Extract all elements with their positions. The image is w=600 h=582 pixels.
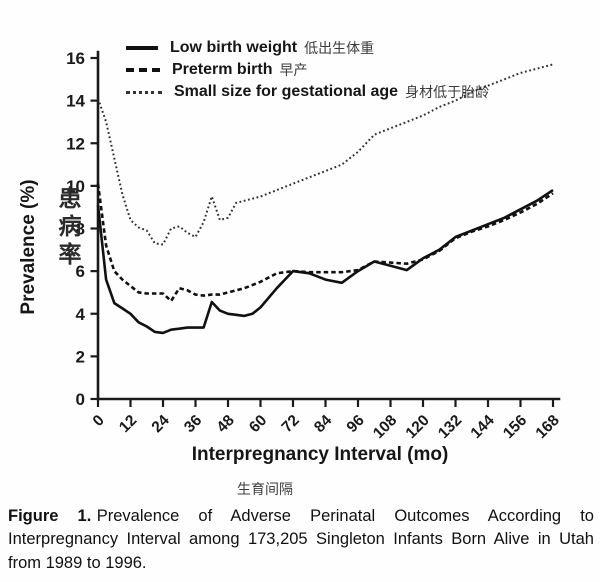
x-tick-label: 156: [500, 412, 531, 443]
x-tick-label: 144: [468, 412, 499, 443]
chart-area: 0 2 4 6 8 10 12 14 16 0 12 24 36 48 60 72 84 96 108 120 132 1…: [18, 37, 564, 498]
y-tick-label: 12: [66, 134, 85, 153]
solid-line-swatch-icon: [126, 46, 158, 50]
y-tick-label: 10: [66, 177, 85, 196]
legend-label-chinese: 早产: [279, 64, 308, 79]
x-axis-label: Interpregnancy Interval (mo): [191, 444, 449, 465]
x-tick-label: 168: [533, 412, 564, 443]
axes: [96, 50, 561, 401]
x-tick-label: 120: [403, 412, 433, 442]
legend-item-low-birth-weight: Low birth weight 低出生体重: [126, 37, 489, 59]
x-tick-label: 72: [279, 412, 303, 436]
y-tick-label: 8: [76, 220, 85, 239]
x-tick-label: 36: [181, 412, 205, 436]
legend-item-preterm-birth: Preterm birth 早产: [126, 59, 489, 81]
x-tick-label: 0: [90, 412, 108, 430]
y-tick-label: 16: [66, 49, 85, 68]
dotted-line-swatch-icon: [126, 90, 162, 94]
x-tick-label: 132: [435, 412, 465, 442]
figure-caption-number: Figure 1.: [8, 507, 92, 525]
y-tick-label: 14: [66, 92, 85, 111]
series-line-small-size-for-gestational-age: [97, 63, 554, 246]
x-tick-label: 84: [311, 412, 335, 436]
figure-caption-text: Prevalence of Adverse Perinatal Outcomes…: [8, 507, 594, 572]
x-tick-label: 48: [214, 412, 238, 436]
y-axis-label-chinese: 患病率: [55, 186, 80, 270]
x-tick-label: 108: [370, 412, 401, 443]
x-axis-label-chinese: 生育间隔: [237, 483, 293, 498]
x-tick-label: 60: [246, 412, 270, 436]
x-tick-label: 12: [116, 412, 140, 436]
legend-label: Preterm birth: [172, 61, 273, 78]
legend: Low birth weight 低出生体重 Preterm birth 早产 …: [126, 37, 489, 103]
legend-label: Low birth weight: [170, 39, 298, 56]
figure-caption: Figure 1. Prevalence of Adverse Perinatal…: [8, 505, 594, 575]
legend-label: Small size for gestational age: [174, 83, 399, 100]
x-tick-label: 96: [344, 412, 368, 436]
y-tick-label: 2: [76, 347, 85, 366]
y-tick-label: 0: [76, 390, 85, 409]
series-line-preterm-birth: [96, 183, 554, 303]
legend-label-chinese: 低出生体重: [304, 42, 375, 57]
y-tick-label: 4: [76, 305, 86, 324]
dashed-line-swatch-icon: [126, 68, 160, 72]
legend-label-chinese: 身材低于胎龄: [405, 86, 490, 101]
y-tick-label: 6: [76, 262, 85, 281]
series-line-low-birth-weight: [96, 189, 554, 335]
legend-item-small-for-gestational-age: Small size for gestational age 身材低于胎龄: [126, 81, 489, 103]
x-tick-label: 24: [149, 412, 173, 436]
y-axis-label: Prevalence (%): [18, 179, 39, 315]
